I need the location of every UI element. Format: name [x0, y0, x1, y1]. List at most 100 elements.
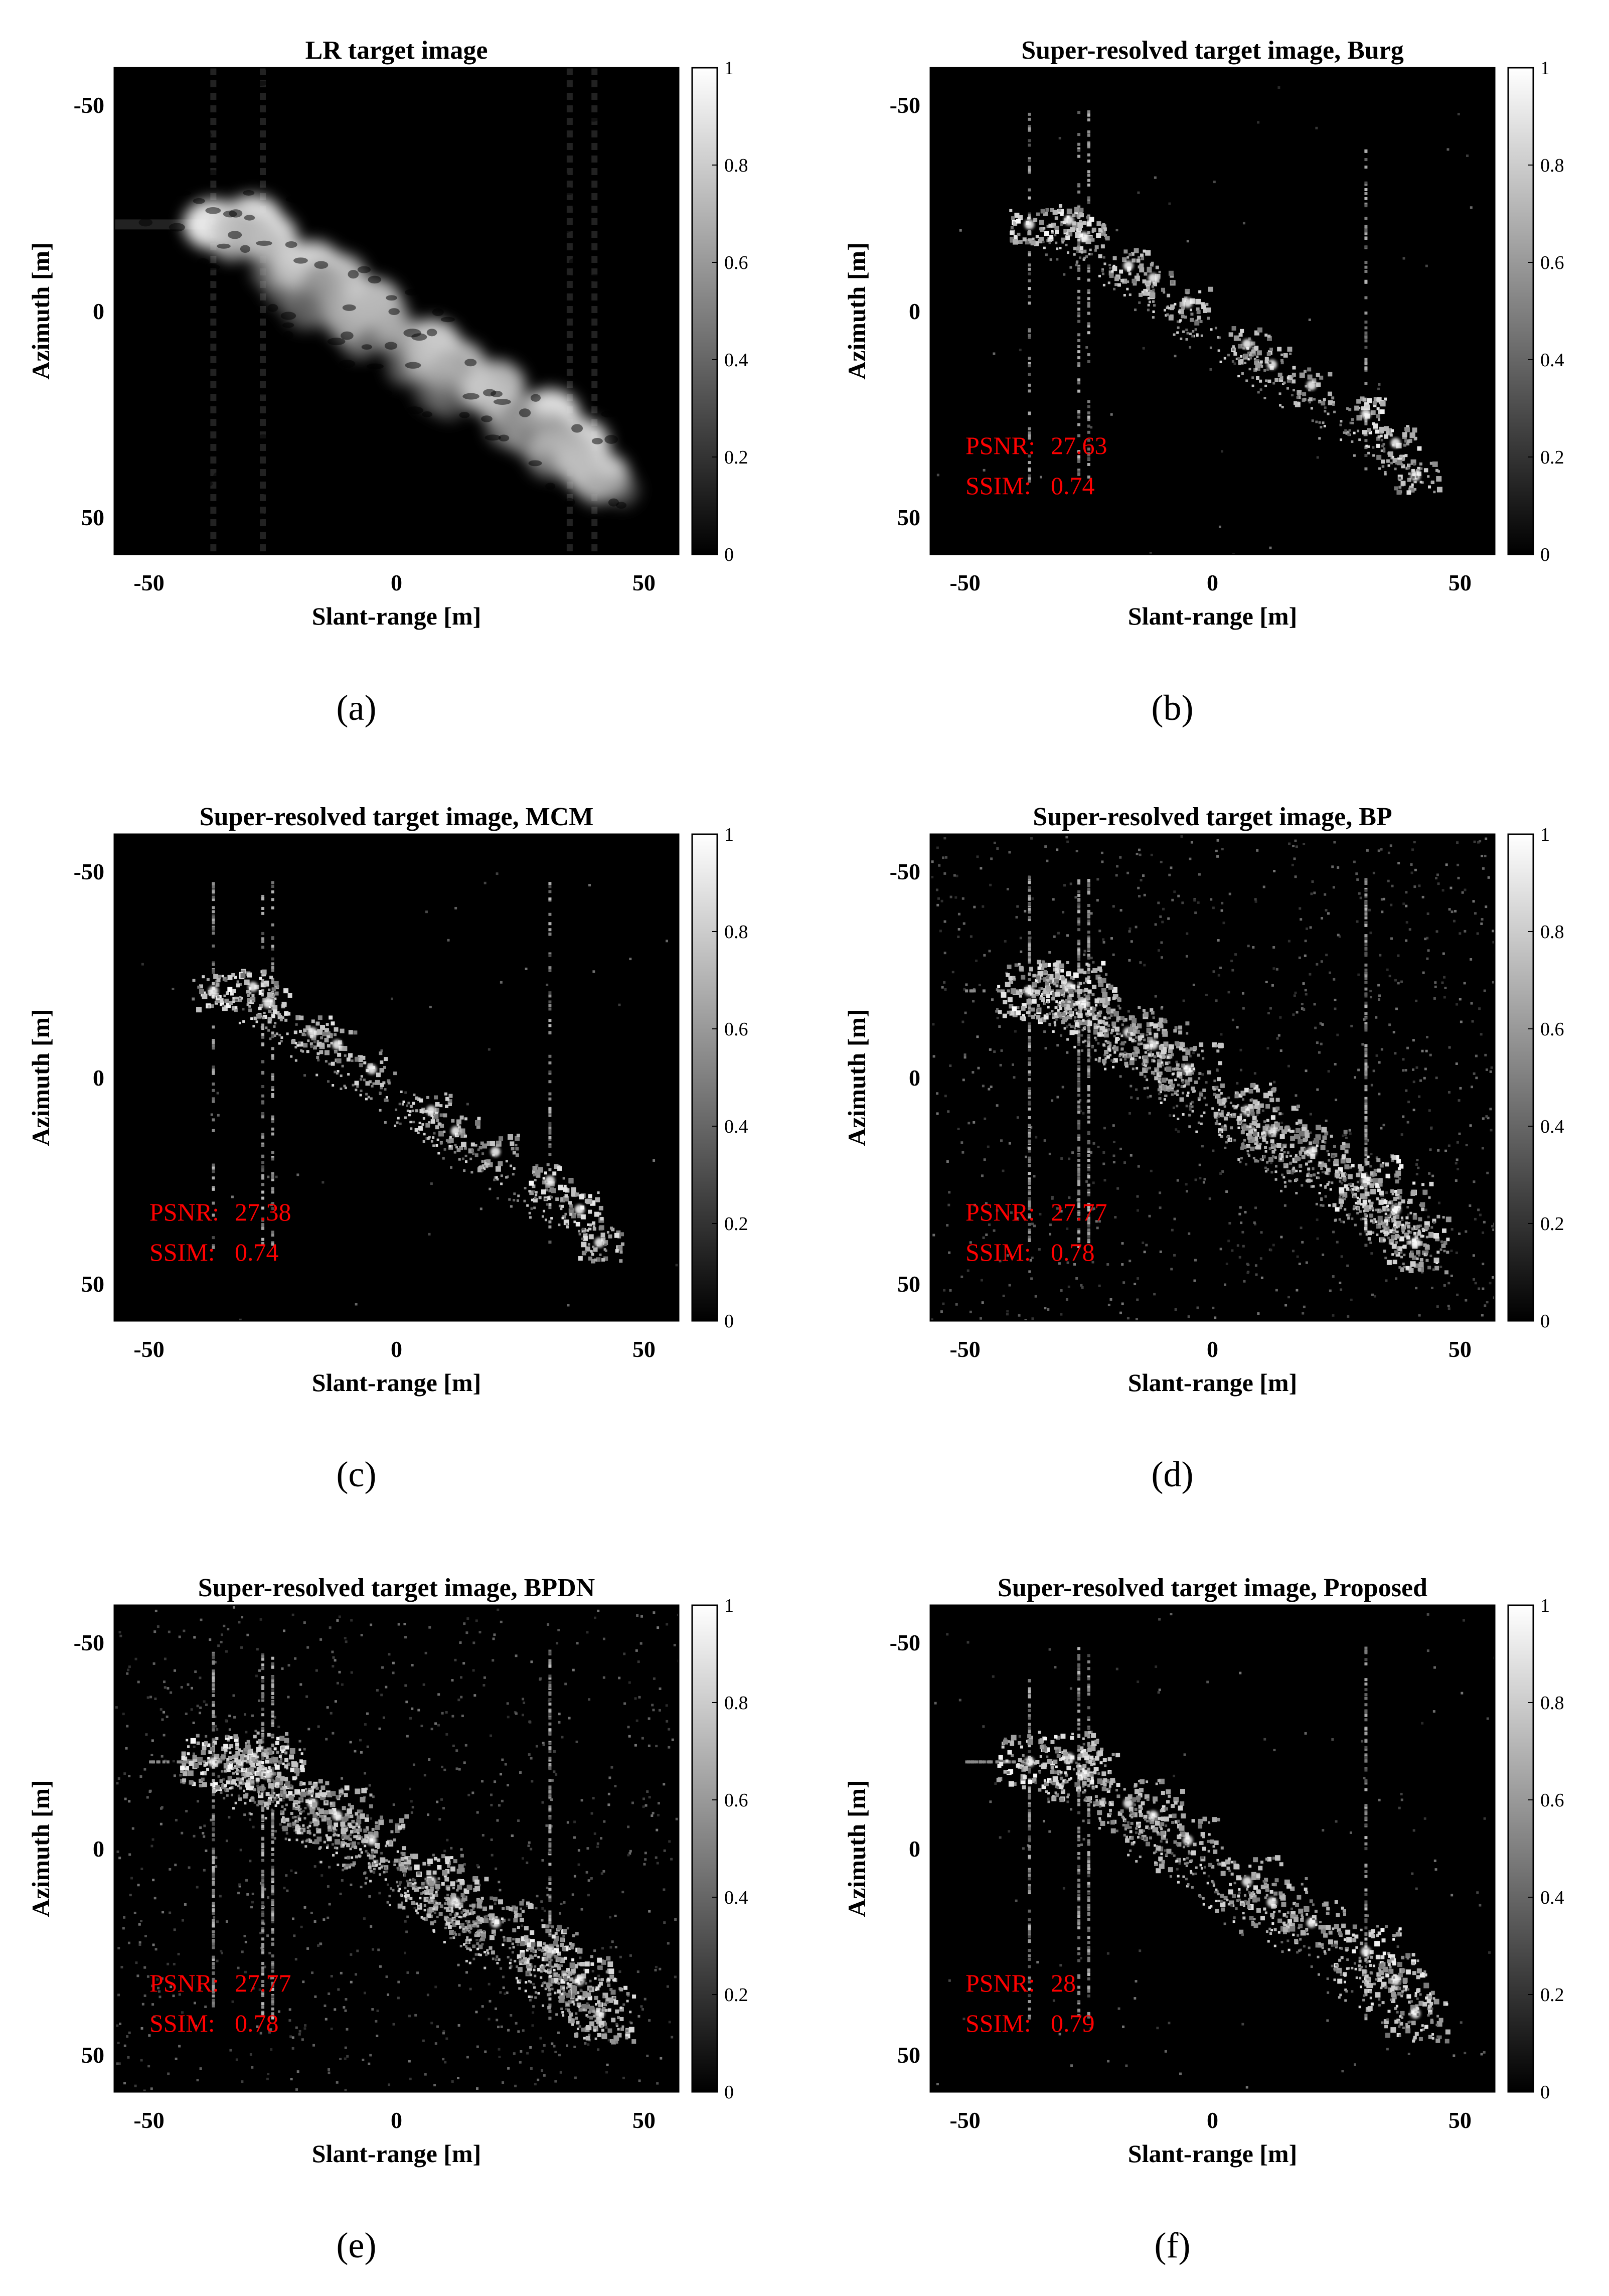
scatterer-pixel	[1259, 360, 1263, 364]
band-pixel	[1180, 337, 1183, 340]
noise-speckle	[1455, 1251, 1458, 1254]
scatterer-pixel	[1233, 335, 1239, 341]
scatterer-peak	[208, 986, 219, 996]
scatterer-pixel	[236, 980, 239, 983]
scatterer-pixel	[1264, 1146, 1267, 1149]
sidelobe-dot	[1364, 1099, 1368, 1103]
scatterer-pixel	[1220, 1135, 1223, 1138]
noise-speckle	[1413, 885, 1416, 888]
noise-speckle	[1186, 240, 1189, 243]
noise-speckle	[1018, 1314, 1021, 1317]
sidelobe-stripe	[260, 68, 266, 75]
sidelobe-dot	[1077, 1089, 1081, 1092]
scatterer-pixel	[1331, 396, 1335, 400]
noise-speckle	[1074, 1016, 1077, 1019]
noise-speckle	[1397, 954, 1400, 957]
sidelobe-dot	[548, 1206, 552, 1209]
scatterer-pixel	[1046, 999, 1050, 1003]
sidelobe-dot	[1087, 290, 1090, 294]
noise-speckle	[447, 939, 450, 942]
scatterer-pixel	[1022, 1014, 1025, 1017]
sidelobe-stripe	[260, 181, 266, 188]
scatterer-pixel	[1279, 1134, 1285, 1139]
sidelobe-dot	[1077, 1173, 1081, 1176]
noise-speckle	[943, 872, 946, 875]
sidelobe-dot	[1028, 960, 1031, 964]
sidelobe-dot	[548, 882, 552, 885]
scatterer-pixel	[1038, 1018, 1042, 1022]
sidelobe-dot	[1087, 217, 1090, 221]
scatterer-pixel	[1304, 1150, 1309, 1155]
ripple	[498, 434, 510, 441]
noise-speckle	[1273, 870, 1276, 873]
scatterer-peak	[307, 1027, 317, 1037]
noise-speckle	[1275, 1289, 1278, 1292]
noise-speckle	[1391, 884, 1394, 887]
noise-speckle	[1482, 1263, 1485, 1266]
scatterer-pixel	[1436, 487, 1442, 493]
sidelobe-dot	[212, 971, 215, 974]
band-pixel	[1240, 355, 1243, 358]
noise-speckle	[1143, 964, 1146, 967]
scatterer-pixel	[1392, 1260, 1397, 1265]
noise-speckle	[1372, 1069, 1375, 1073]
scatterer-pixel	[1292, 366, 1296, 370]
sidelobe-dot	[1077, 410, 1081, 413]
noise-speckle	[1425, 1049, 1428, 1052]
noise-speckle	[1199, 1177, 1202, 1180]
sidelobe-dot	[1364, 326, 1368, 330]
band-pixel	[1340, 438, 1343, 441]
scatterer-pixel	[1016, 1010, 1021, 1016]
band-pixel	[1237, 357, 1240, 360]
band-pixel	[1264, 384, 1267, 387]
noise-speckle	[1221, 450, 1224, 453]
scatterer-pixel	[593, 1225, 596, 1228]
sidelobe-dot	[271, 1178, 274, 1181]
noise-speckle	[980, 867, 983, 870]
band-pixel	[513, 1199, 516, 1202]
sidelobe-dot	[1028, 958, 1031, 962]
scatterer-pixel	[1303, 1130, 1309, 1136]
ripple	[636, 291, 648, 296]
sidelobe-dot	[1077, 450, 1081, 453]
scatterer-pixel	[1009, 1004, 1014, 1009]
x-tick-label: -50	[133, 1336, 164, 1362]
scatterer-pixel	[287, 993, 292, 998]
scatterer-pixel	[1156, 1051, 1160, 1055]
noise-speckle	[984, 1117, 987, 1120]
noise-speckle	[1150, 853, 1153, 856]
scatterer-pixel	[1397, 1195, 1402, 1200]
scatterer-pixel	[1103, 1004, 1107, 1008]
scatterer-pixel	[1405, 1221, 1408, 1225]
scatterer-peak	[1242, 339, 1252, 349]
band-pixel	[1243, 1119, 1246, 1122]
noise-speckle	[1189, 857, 1192, 860]
band-pixel	[1293, 389, 1296, 392]
scatterer-pixel	[1401, 1224, 1406, 1230]
scatterer-pixel	[1186, 291, 1189, 294]
noise-speckle	[1419, 1079, 1422, 1082]
scatterer-pixel	[1373, 1182, 1377, 1186]
noise-speckle	[210, 1113, 213, 1116]
scatterer-pixel	[1271, 1088, 1276, 1093]
scatterer-pixel	[1143, 1011, 1149, 1017]
sidelobe-dot	[1364, 1067, 1368, 1071]
sidelobe-stripe	[566, 130, 573, 137]
scatterer-pixel	[202, 993, 208, 999]
noise-speckle	[1477, 841, 1480, 844]
scatterer-pixel	[1370, 1178, 1374, 1182]
sidelobe-dot	[1028, 1045, 1031, 1048]
scatterer-pixel	[1391, 1155, 1396, 1160]
scatterer-pixel	[1418, 1262, 1424, 1267]
noise-speckle	[1035, 1136, 1038, 1139]
scatterer-pixel	[419, 1098, 423, 1103]
ripple	[571, 424, 583, 433]
band-pixel	[1308, 401, 1311, 404]
sidelobe-dot	[212, 927, 215, 930]
scatterer-pixel	[1196, 310, 1201, 315]
ripple	[174, 73, 191, 81]
ripple	[422, 411, 432, 417]
ripple	[294, 356, 307, 365]
ripple	[672, 551, 679, 554]
scatterer-pixel	[589, 1223, 593, 1227]
